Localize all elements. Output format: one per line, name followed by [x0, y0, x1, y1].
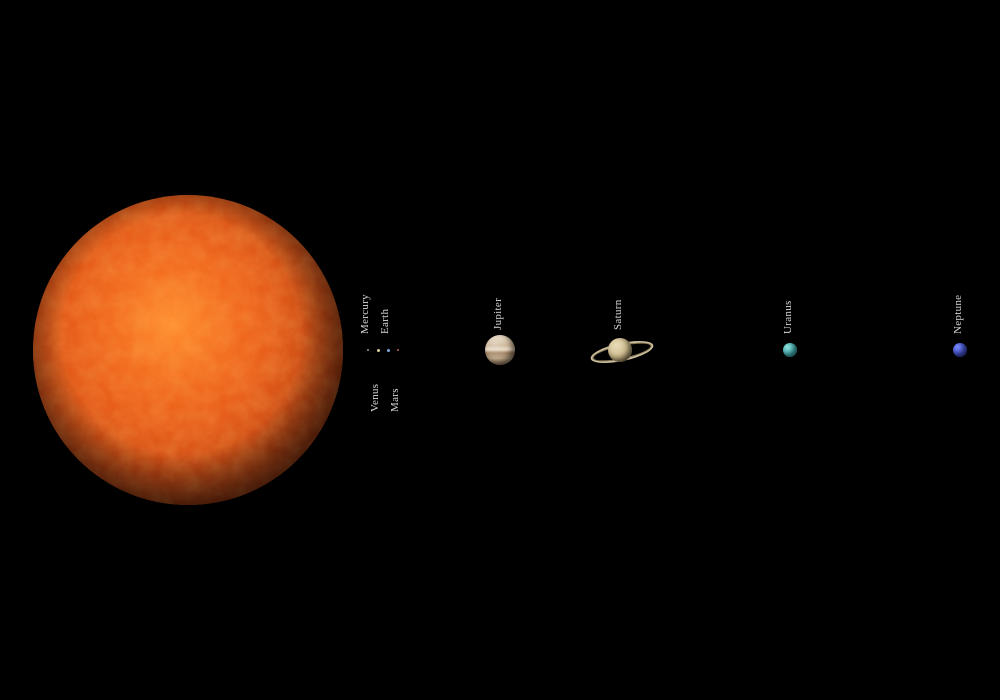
mercury — [367, 349, 369, 351]
venus — [377, 349, 380, 352]
neptune-label: Neptune — [952, 295, 964, 334]
uranus — [783, 343, 797, 357]
venus-label: Venus — [369, 384, 381, 412]
saturn-label: Saturn — [612, 299, 624, 330]
earth — [387, 349, 390, 352]
jupiter — [485, 335, 515, 365]
mars-label: Mars — [389, 388, 401, 412]
jupiter-label: Jupiter — [492, 298, 504, 330]
earth-label: Earth — [379, 309, 391, 334]
mercury-label: Mercury — [359, 294, 371, 334]
mars — [397, 349, 399, 351]
sun — [33, 195, 343, 505]
solar-system-diagram: Mercury Venus Earth Mars Jupiter Saturn Uranu… — [0, 0, 1000, 700]
saturn — [608, 338, 632, 362]
neptune — [953, 343, 967, 357]
uranus-label: Uranus — [782, 300, 794, 334]
